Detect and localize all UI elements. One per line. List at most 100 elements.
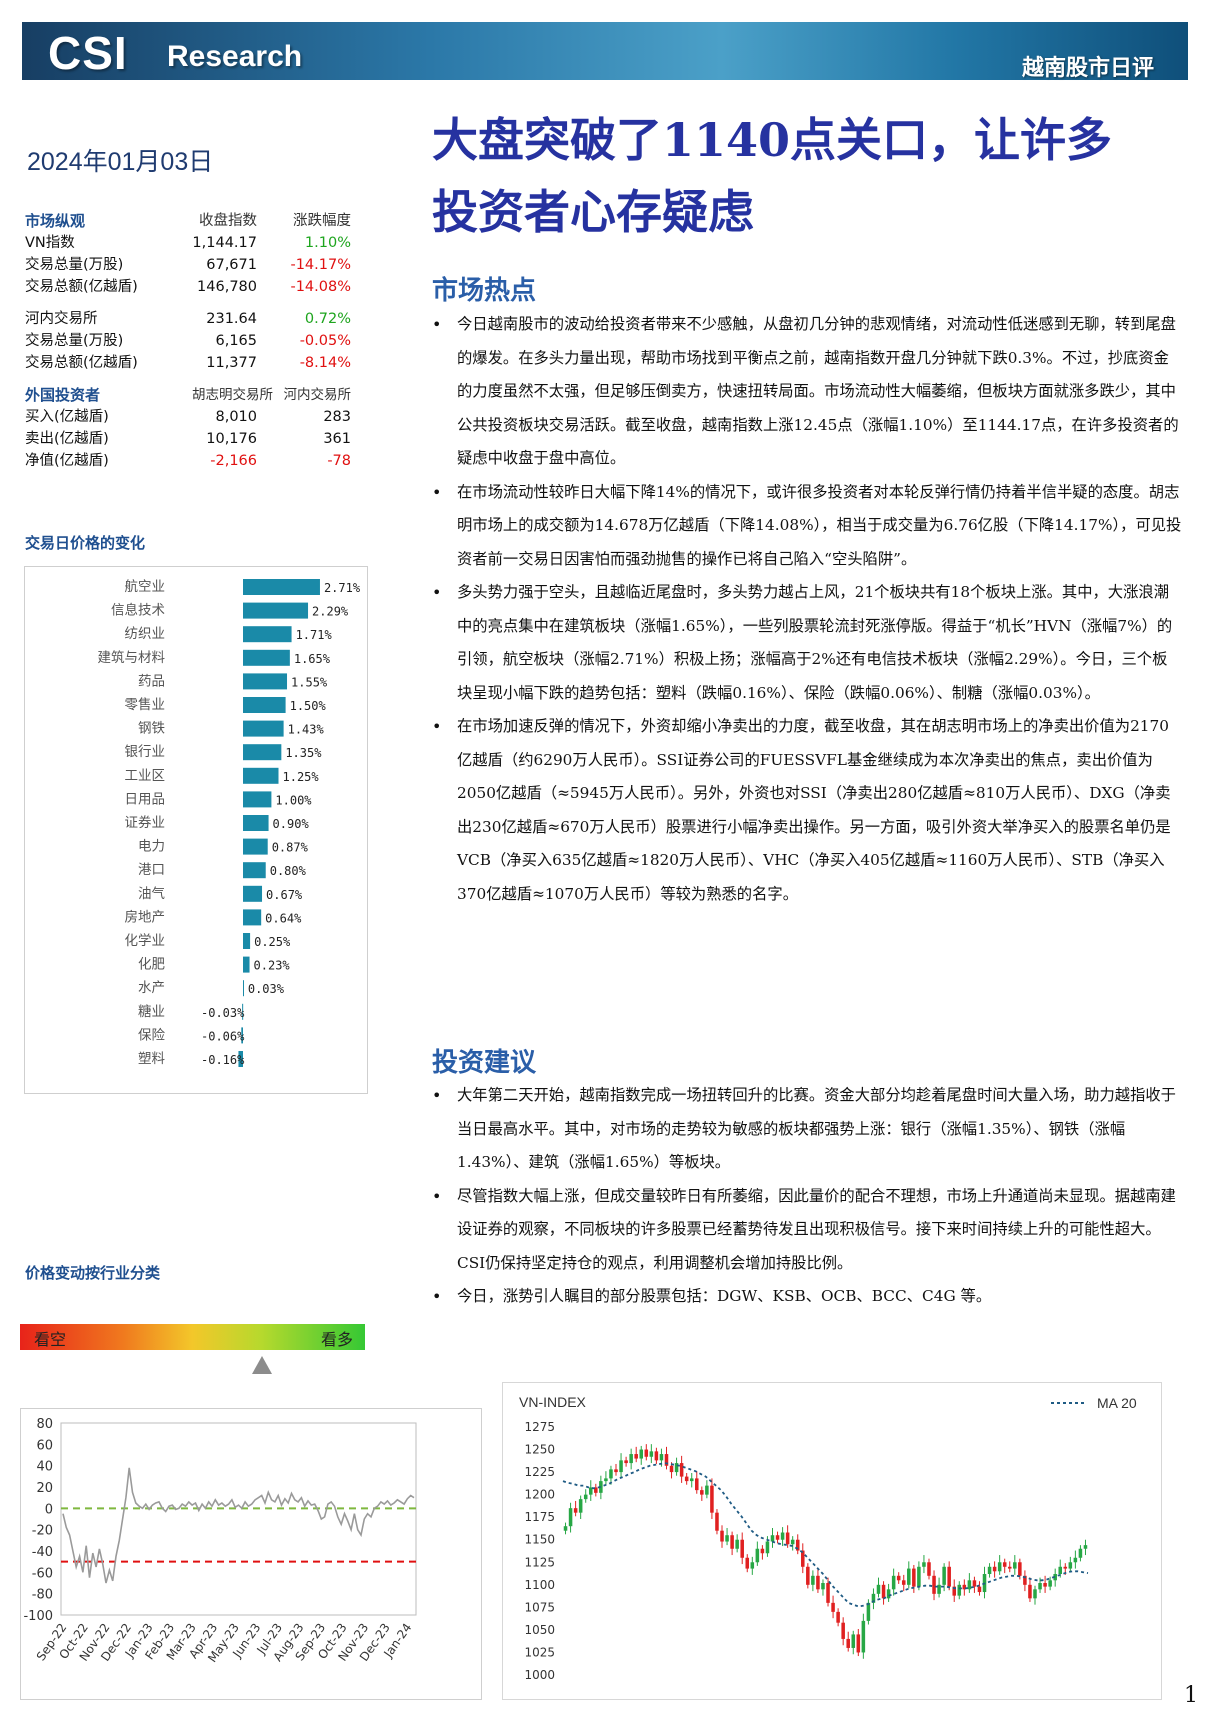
candle-body bbox=[932, 1575, 936, 1594]
y-tick-label: 1225 bbox=[524, 1465, 555, 1479]
candle-body bbox=[644, 1449, 649, 1457]
y-tick-label: 1025 bbox=[524, 1645, 555, 1659]
candle-body bbox=[775, 1535, 780, 1540]
y-tick-label: 1175 bbox=[524, 1510, 555, 1524]
candle-body bbox=[871, 1593, 876, 1603]
bullet-item: 多头势力强于空头，且越临近尾盘时，多头势力越占上风，21个板块共有18个板块上涨… bbox=[432, 576, 1182, 710]
candle-body bbox=[947, 1566, 951, 1587]
candle-body bbox=[962, 1584, 967, 1590]
candle-body bbox=[927, 1562, 931, 1576]
sector-label: 糖业 bbox=[138, 1004, 165, 1020]
sector-label: 塑料 bbox=[138, 1051, 165, 1067]
col-close: 收盘指数 bbox=[199, 213, 257, 229]
stat-value: 6,165 bbox=[215, 333, 257, 349]
hot-title: 市场热点 bbox=[432, 276, 537, 306]
candle-body bbox=[912, 1568, 916, 1587]
sector-label: 房地产 bbox=[125, 909, 166, 925]
y-tick-label: 1100 bbox=[524, 1578, 555, 1592]
y-tick-label: -20 bbox=[32, 1524, 53, 1539]
sector-value-label: -0.03% bbox=[201, 1006, 245, 1020]
sector-value-label: 0.64% bbox=[265, 911, 302, 925]
stat-label: 交易总量(万股) bbox=[25, 257, 124, 273]
stat-row: 交易总量(万股) 6,165 -0.05% bbox=[25, 330, 355, 352]
y-tick-label: -60 bbox=[32, 1566, 53, 1581]
candle-body bbox=[806, 1566, 810, 1585]
candle-body bbox=[689, 1478, 694, 1482]
stat-value: 67,671 bbox=[206, 257, 257, 273]
sector-bar bbox=[243, 791, 272, 808]
candle-body bbox=[1063, 1566, 1068, 1569]
bear-label: 看空 bbox=[34, 1330, 67, 1349]
sector-value-label: 0.23% bbox=[254, 959, 291, 973]
stat-change: 0.72% bbox=[304, 311, 351, 327]
stat-label: 卖出(亿越盾) bbox=[25, 431, 109, 447]
legend-label: MA 20 bbox=[1097, 1395, 1137, 1411]
candle-body bbox=[730, 1535, 734, 1549]
candle-body bbox=[1068, 1562, 1073, 1569]
vnindex-chart: VN-INDEX MA 20 1275 1250 1225 1200 1175 1150 112… bbox=[502, 1382, 1162, 1700]
candle-body bbox=[725, 1535, 729, 1542]
sector-bar bbox=[241, 1027, 243, 1044]
candle-body bbox=[1007, 1566, 1012, 1569]
candle-body bbox=[604, 1478, 608, 1482]
candle-body bbox=[568, 1508, 573, 1527]
y-tick-label: 1075 bbox=[524, 1600, 555, 1614]
sector-bar bbox=[243, 626, 292, 643]
brand-subtitle: Research bbox=[167, 40, 303, 73]
ma20-line bbox=[562, 1462, 1089, 1608]
stat-change: -8.14% bbox=[299, 355, 351, 371]
candle-body bbox=[977, 1586, 982, 1593]
sector-bar bbox=[243, 649, 290, 666]
candle-body bbox=[563, 1526, 568, 1531]
candle-body bbox=[745, 1557, 750, 1569]
sector-value-label: 1.50% bbox=[290, 699, 327, 713]
bullet-item: 大年第二天开始，越南指数完成一场扭转回升的比赛。资金大部分均趁着尾盘时间大量入场… bbox=[432, 1079, 1182, 1180]
candle-body bbox=[755, 1548, 760, 1563]
candle-body bbox=[588, 1487, 593, 1495]
candle-body bbox=[861, 1620, 866, 1653]
sector-label: 水产 bbox=[138, 980, 165, 996]
y-tick-label: 1000 bbox=[524, 1668, 555, 1682]
sector-value-label: 1.00% bbox=[275, 793, 312, 807]
stat-change: -14.17% bbox=[290, 257, 351, 273]
candle-body bbox=[1018, 1562, 1022, 1576]
candle-body bbox=[937, 1584, 941, 1594]
bullet-item: 尽管指数大幅上涨，但成交量较昨日有所萎缩，因此量价的配合不理想，市场上升通道尚未… bbox=[432, 1180, 1182, 1281]
candle-body bbox=[599, 1481, 603, 1493]
candle-body bbox=[649, 1451, 654, 1457]
candle-body bbox=[780, 1532, 785, 1540]
candle-body bbox=[1083, 1545, 1088, 1549]
candle-body bbox=[1033, 1589, 1037, 1599]
sector-bar bbox=[243, 980, 244, 997]
sector-bar bbox=[243, 697, 286, 713]
sector-bar bbox=[243, 885, 263, 902]
sector-value-label: 0.67% bbox=[266, 888, 303, 902]
candle-body bbox=[1078, 1548, 1083, 1558]
sector-label: 港口 bbox=[138, 862, 165, 878]
candle-body bbox=[659, 1454, 664, 1461]
candle-body bbox=[700, 1490, 704, 1495]
y-tick-label: -40 bbox=[32, 1545, 53, 1560]
candle-body bbox=[583, 1494, 588, 1500]
candle-body bbox=[1028, 1584, 1032, 1599]
sector-value-label: 2.29% bbox=[312, 605, 349, 619]
candle-body bbox=[765, 1541, 770, 1554]
sector-label: 钢铁 bbox=[138, 721, 165, 737]
stat-change: 361 bbox=[323, 431, 351, 447]
sector-label: 化肥 bbox=[138, 957, 165, 973]
col-change: 涨跌幅度 bbox=[293, 213, 351, 229]
bullet-item: 今日越南股市的波动给投资者带来不少感触，从盘初几分钟的悲观情绪，对流动性低迷感到… bbox=[432, 308, 1182, 476]
bullet-item: 在市场加速反弹的情况下，外资却缩小净卖出的力度，截至收盘，其在胡志明市场上的净卖… bbox=[432, 710, 1182, 911]
candle-body bbox=[901, 1580, 906, 1585]
candle-body bbox=[972, 1580, 977, 1587]
foreign-header: 外国投资者 胡志明交易所 河内交易所 bbox=[25, 384, 355, 406]
candle-body bbox=[1013, 1562, 1017, 1569]
stat-label: 买入(亿越盾) bbox=[25, 409, 109, 425]
candle-body bbox=[674, 1463, 679, 1473]
y-tick-label: 80 bbox=[36, 1417, 53, 1432]
candle-body bbox=[578, 1499, 583, 1513]
page-number: 1 bbox=[1184, 1683, 1198, 1708]
candle-body bbox=[624, 1460, 628, 1464]
sector-bar bbox=[243, 862, 266, 879]
candle-body bbox=[760, 1548, 765, 1554]
